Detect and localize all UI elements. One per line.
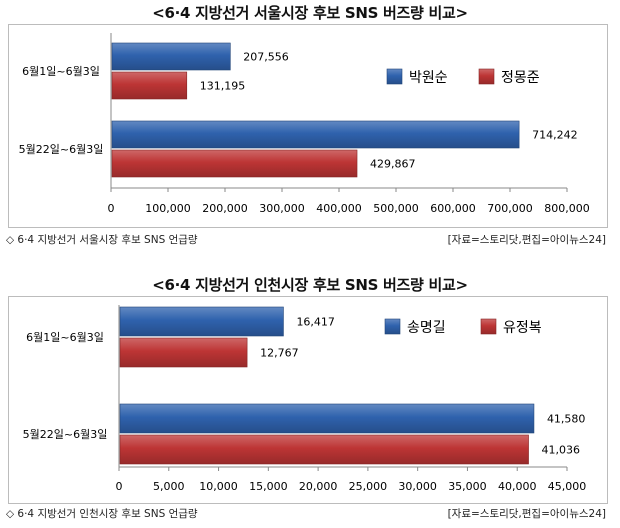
x-tick-label: 700,000: [487, 202, 533, 215]
data-label: 16,417: [296, 316, 335, 329]
data-label: 131,195: [200, 80, 246, 93]
chart-title: <6·4 지방선거 인천시장 후보 SNS 버즈량 비교>: [152, 276, 468, 294]
x-tick-label: 10,000: [199, 480, 238, 493]
data-label: 714,242: [532, 129, 578, 142]
x-tick-label: 800,000: [544, 202, 590, 215]
chart-incheon: <6·4 지방선거 인천시장 후보 SNS 버즈량 비교> 0 5,000 10,0…: [0, 262, 620, 528]
bar-유정복: [119, 434, 529, 465]
legend-label: 정몽준: [501, 70, 540, 86]
category-label: 6월1일~6월3일: [26, 330, 104, 344]
bar-유정복: [119, 337, 248, 368]
x-tick-label: 5,000: [153, 480, 185, 493]
category-label: 6월1일~6월3일: [22, 64, 100, 78]
chart-title: <6·4 지방선거 서울시장 후보 SNS 버즈량 비교>: [152, 4, 468, 22]
legend-swatch: [386, 68, 403, 85]
legend-label: 박원순: [409, 70, 448, 86]
chart-svg: 0 100,000 200,000 300,000 400,000 500,000 600,…: [19, 33, 590, 215]
chart-note: ◇ 6·4 지방선거 서울시장 후보 SNS 언급량: [6, 234, 198, 246]
bar-송명길: [119, 306, 284, 337]
x-tick-label: 20,000: [299, 480, 338, 493]
chart-seoul: <6·4 지방선거 서울시장 후보 SNS 버즈량 비교> 0 100,000 20…: [0, 0, 620, 262]
legend-swatch: [480, 318, 497, 335]
data-label: 41,036: [542, 444, 581, 457]
chart-note: ◇ 6·4 지방선거 인천시장 후보 SNS 언급량: [6, 508, 198, 520]
plot-frame: 0 5,000 10,000 15,000 20,000 25,000 30,000 35,0…: [8, 296, 608, 504]
x-tick-label: 0: [108, 202, 115, 215]
bar-박원순: [111, 120, 520, 149]
x-tick-label: 400,000: [316, 202, 362, 215]
bar-송명길: [119, 403, 535, 434]
bar-정몽준: [111, 71, 188, 100]
x-tick-label: 35,000: [448, 480, 487, 493]
data-label: 12,767: [260, 347, 299, 360]
legend-label: 유정복: [503, 320, 542, 336]
x-tick-label: 500,000: [373, 202, 419, 215]
bar-박원순: [111, 42, 231, 71]
x-tick-label: 0: [116, 480, 123, 493]
plot-frame: 0 100,000 200,000 300,000 400,000 500,000 600,…: [8, 24, 608, 228]
category-label: 5월22일~6월3일: [23, 427, 108, 441]
x-tick-label: 45,000: [548, 480, 587, 493]
data-label: 429,867: [370, 158, 416, 171]
data-label: 207,556: [243, 51, 289, 64]
legend-swatch: [384, 318, 401, 335]
bar-정몽준: [111, 149, 358, 178]
chart-source: [자료=스토리닷,편집=아이뉴스24]: [447, 234, 606, 246]
x-tick-label: 300,000: [259, 202, 305, 215]
x-tick-label: 600,000: [430, 202, 476, 215]
x-tick-label: 15,000: [249, 480, 288, 493]
x-tick-label: 25,000: [349, 480, 388, 493]
legend-swatch: [478, 68, 495, 85]
x-tick-label: 40,000: [498, 480, 537, 493]
category-label: 5월22일~6월3일: [19, 142, 104, 156]
legend-label: 송명길: [407, 320, 446, 336]
data-label: 41,580: [547, 413, 586, 426]
chart-svg: 0 5,000 10,000 15,000 20,000 25,000 30,000 35,0…: [23, 305, 587, 493]
chart-source: [자료=스토리닷,편집=아이뉴스24]: [447, 508, 606, 520]
x-tick-label: 100,000: [145, 202, 191, 215]
x-tick-label: 200,000: [202, 202, 248, 215]
x-tick-label: 30,000: [398, 480, 437, 493]
